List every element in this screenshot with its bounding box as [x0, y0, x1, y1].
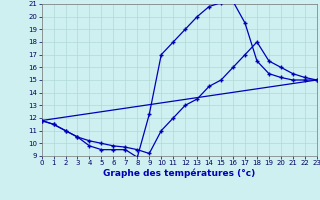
X-axis label: Graphe des températures (°c): Graphe des températures (°c): [103, 169, 255, 178]
